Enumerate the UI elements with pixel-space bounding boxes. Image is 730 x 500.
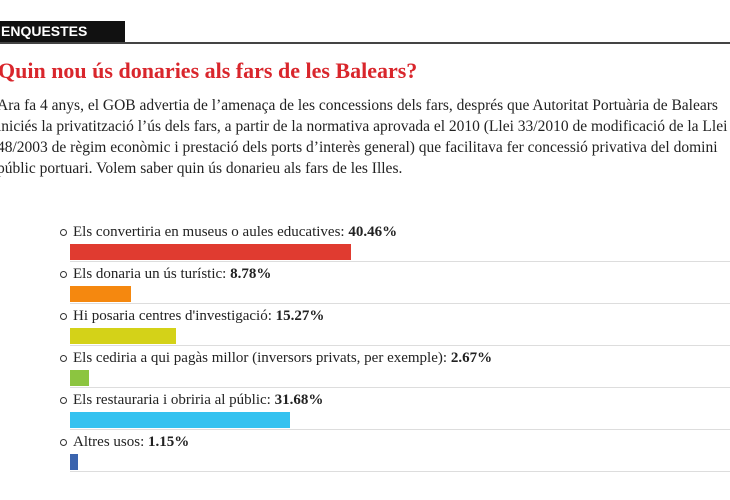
poll-option: Els cediria a qui pagàs millor (inversor… xyxy=(60,348,730,390)
option-text: Els convertiria en museus o aules educat… xyxy=(60,222,397,242)
result-bar xyxy=(70,286,132,302)
option-label: Els convertiria en museus o aules educat… xyxy=(73,224,345,240)
poll-option: Els donaria un ús turístic: 8.78% xyxy=(60,264,730,306)
poll-results: Els convertiria en museus o aules educat… xyxy=(60,222,730,474)
option-separator xyxy=(70,429,730,430)
option-label: Hi posaria centres d'investigació: xyxy=(73,308,272,324)
poll-description: Ara fa 4 anys, el GOB advertia de l’amen… xyxy=(0,97,728,177)
option-text: Altres usos: 1.15% xyxy=(60,432,189,452)
poll-option: Els convertiria en museus o aules educat… xyxy=(60,222,730,264)
section-header: ENQUESTES xyxy=(0,21,125,42)
option-separator xyxy=(70,261,730,262)
option-percent: 8.78% xyxy=(230,266,272,282)
option-label: Els restauraria i obriria al públic: xyxy=(73,392,271,408)
option-text: Els restauraria i obriria al públic: 31.… xyxy=(60,390,323,410)
poll-option: Altres usos: 1.15% xyxy=(60,432,730,474)
header-rule xyxy=(0,42,730,44)
poll-option: Els restauraria i obriria al públic: 31.… xyxy=(60,390,730,432)
option-label: Altres usos: xyxy=(73,434,145,450)
option-text: Els cediria a qui pagàs millor (inversor… xyxy=(60,348,492,368)
option-percent: 31.68% xyxy=(274,392,324,408)
poll-question: Quin nou ús donaries als fars de les Bal… xyxy=(0,58,418,83)
option-separator xyxy=(70,387,730,388)
option-separator xyxy=(70,345,730,346)
result-bar xyxy=(70,244,352,260)
result-bar xyxy=(70,370,89,386)
option-percent: 15.27% xyxy=(275,308,325,324)
result-bar xyxy=(70,328,177,344)
option-label: Els donaria un ús turístic: xyxy=(73,266,227,282)
option-separator xyxy=(70,303,730,304)
poll-option: Hi posaria centres d'investigació: 15.27… xyxy=(60,306,730,348)
option-separator xyxy=(70,471,730,472)
option-text: Els donaria un ús turístic: 8.78% xyxy=(60,264,271,284)
option-percent: 1.15% xyxy=(148,434,190,450)
option-percent: 2.67% xyxy=(450,350,493,366)
option-percent: 40.46% xyxy=(348,224,398,240)
option-text: Hi posaria centres d'investigació: 15.27… xyxy=(60,306,324,326)
result-bar xyxy=(70,454,78,470)
option-label: Els cediria a qui pagàs millor (inversor… xyxy=(73,350,448,366)
result-bar xyxy=(70,412,291,428)
